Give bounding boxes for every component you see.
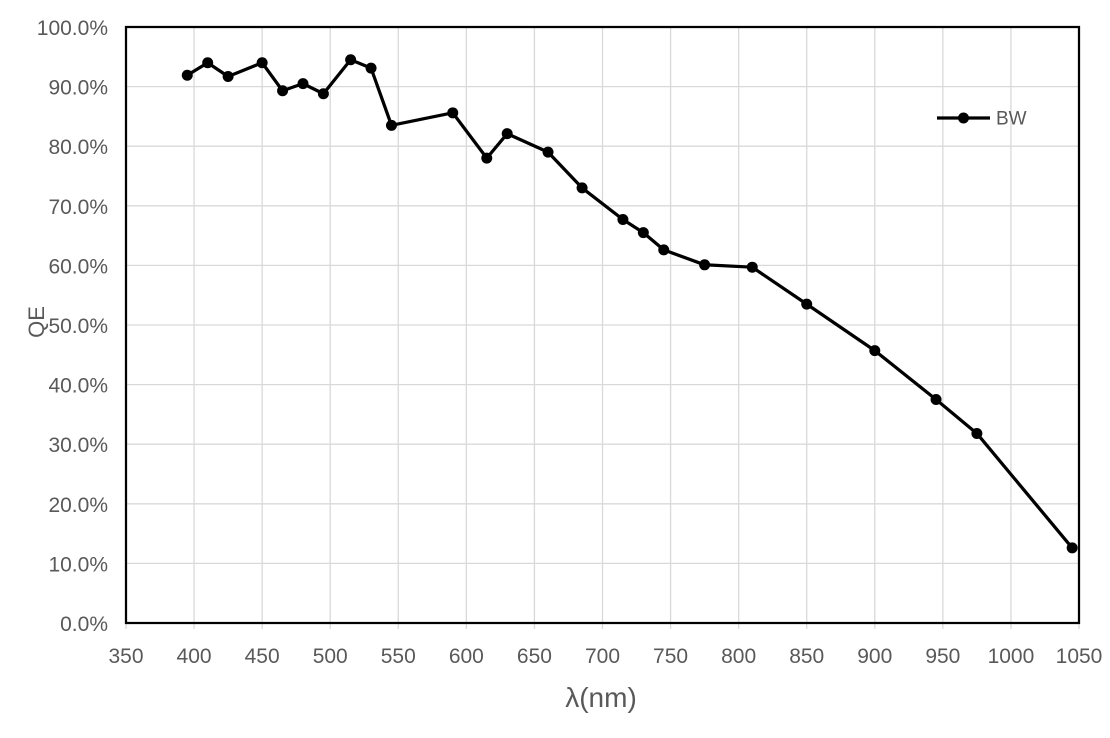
bw-data-point	[481, 152, 493, 164]
bw-data-point	[869, 345, 881, 357]
bw-data-point	[576, 182, 588, 194]
plot-border	[124, 25, 1081, 625]
bw-data-point	[801, 298, 813, 310]
x-tick-label: 500	[313, 645, 348, 668]
y-tick-label: 10.0%	[48, 553, 108, 576]
bw-data-point	[501, 128, 513, 140]
bw-data-point	[658, 244, 670, 256]
bw-data-point	[746, 261, 758, 273]
x-tick-label: 850	[789, 645, 824, 668]
bw-data-point	[181, 69, 193, 81]
x-tick-label: 800	[721, 645, 756, 668]
legend-marker-icon	[958, 112, 969, 124]
bw-data-point	[542, 146, 554, 158]
y-tick-label: 80.0%	[48, 136, 108, 159]
y-tick-label: 40.0%	[48, 375, 108, 398]
y-tick-label: 0.0%	[60, 613, 108, 636]
legend[interactable]: BW	[937, 109, 1027, 130]
gridlines	[126, 27, 1079, 623]
x-tick-label: 1000	[988, 645, 1035, 668]
bw-data-point	[699, 259, 711, 271]
x-tick-label: 450	[245, 645, 280, 668]
bw-data-point	[222, 70, 234, 82]
x-tick-label: 550	[381, 645, 416, 668]
bw-data-point	[297, 78, 309, 90]
bw-data-point	[365, 62, 377, 74]
x-tick-label: 750	[653, 645, 688, 668]
y-tick-label: 70.0%	[48, 196, 108, 219]
x-tick-label: 400	[177, 645, 212, 668]
bw-data-point	[447, 107, 459, 119]
y-tick-label: 50.0%	[48, 315, 108, 338]
bw-data-point	[202, 57, 214, 69]
x-tick-label: 700	[585, 645, 620, 668]
y-tick-label: 100.0%	[37, 17, 108, 40]
x-axis-tick-labels: 350 400 450 500 550 600 650 700 750 800 850 900 950 1…	[108, 645, 1102, 668]
y-axis-title: QE	[24, 306, 49, 338]
bw-data-point	[930, 394, 942, 405]
bw-data-point	[637, 227, 649, 239]
x-tick-label: 350	[108, 645, 143, 668]
y-tick-label: 30.0%	[48, 434, 108, 457]
bw-data-point	[277, 85, 289, 97]
bw-data-point	[345, 54, 357, 66]
x-tick-label: 1050	[1056, 645, 1103, 668]
bw-data-point	[317, 88, 329, 100]
bw-data-point	[256, 57, 268, 69]
legend-label-bw: BW	[996, 109, 1027, 130]
x-tick-label: 900	[857, 645, 892, 668]
y-tick-label: 90.0%	[48, 77, 108, 100]
x-axis-title: λ(nm)	[565, 682, 637, 713]
bw-data-point	[1066, 542, 1078, 554]
x-tick-label: 600	[449, 645, 484, 668]
y-tick-label: 20.0%	[48, 494, 108, 517]
bw-series-markers	[181, 54, 1078, 554]
bw-data-point	[385, 119, 397, 131]
y-axis-tick-labels: 100.0% 90.0% 80.0% 70.0% 60.0% 50.0% 40.0% 30.0…	[37, 17, 108, 636]
y-tick-label: 60.0%	[48, 255, 108, 278]
bw-data-point	[971, 427, 983, 439]
x-tick-label: 650	[517, 645, 552, 668]
bw-data-point	[617, 214, 629, 226]
x-tick-label: 950	[925, 645, 960, 668]
